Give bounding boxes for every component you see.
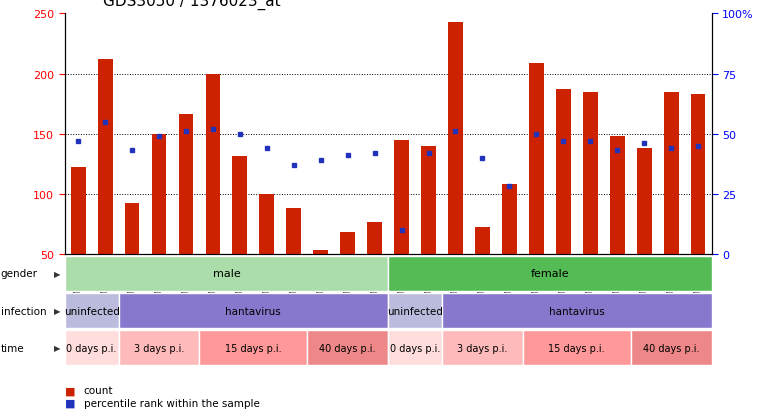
Text: 15 days p.i.: 15 days p.i. <box>225 343 282 353</box>
Text: 0 days p.i.: 0 days p.i. <box>66 343 117 353</box>
Text: 40 days p.i.: 40 days p.i. <box>320 343 376 353</box>
Bar <box>448 23 463 254</box>
Text: infection: infection <box>1 306 46 316</box>
Text: uninfected: uninfected <box>64 306 119 316</box>
Bar <box>610 137 625 254</box>
Bar <box>205 74 221 254</box>
Text: hantavirus: hantavirus <box>549 306 605 316</box>
Text: 3 days p.i.: 3 days p.i. <box>134 343 184 353</box>
Bar <box>583 93 597 254</box>
Bar <box>71 168 85 254</box>
Bar <box>556 90 571 254</box>
Text: 40 days p.i.: 40 days p.i. <box>643 343 699 353</box>
Bar <box>125 204 139 254</box>
Text: female: female <box>530 268 569 279</box>
Text: 0 days p.i.: 0 days p.i. <box>390 343 441 353</box>
Text: ■: ■ <box>65 398 75 408</box>
Text: ▶: ▶ <box>54 269 61 278</box>
Bar <box>529 64 544 254</box>
Bar <box>179 115 193 254</box>
Text: gender: gender <box>1 268 38 279</box>
Bar <box>314 250 328 254</box>
Text: percentile rank within the sample: percentile rank within the sample <box>84 398 260 408</box>
Bar <box>368 223 382 254</box>
Bar <box>286 209 301 254</box>
Bar <box>691 95 705 254</box>
Text: ■: ■ <box>65 385 75 395</box>
Bar <box>260 194 274 254</box>
Text: 15 days p.i.: 15 days p.i. <box>549 343 605 353</box>
Bar <box>394 140 409 254</box>
Bar <box>151 134 167 254</box>
Text: time: time <box>1 343 24 353</box>
Bar <box>637 149 651 254</box>
Text: ▶: ▶ <box>54 306 61 315</box>
Bar <box>340 233 355 254</box>
Text: count: count <box>84 385 113 395</box>
Text: 3 days p.i.: 3 days p.i. <box>457 343 508 353</box>
Bar <box>502 185 517 254</box>
Bar <box>664 93 679 254</box>
Text: uninfected: uninfected <box>387 306 443 316</box>
Text: ▶: ▶ <box>54 344 61 352</box>
Bar <box>421 146 436 254</box>
Bar <box>232 157 247 254</box>
Text: hantavirus: hantavirus <box>225 306 282 316</box>
Text: GDS3050 / 1376023_at: GDS3050 / 1376023_at <box>103 0 280 10</box>
Bar <box>475 228 490 254</box>
Text: male: male <box>212 268 240 279</box>
Bar <box>97 60 113 254</box>
